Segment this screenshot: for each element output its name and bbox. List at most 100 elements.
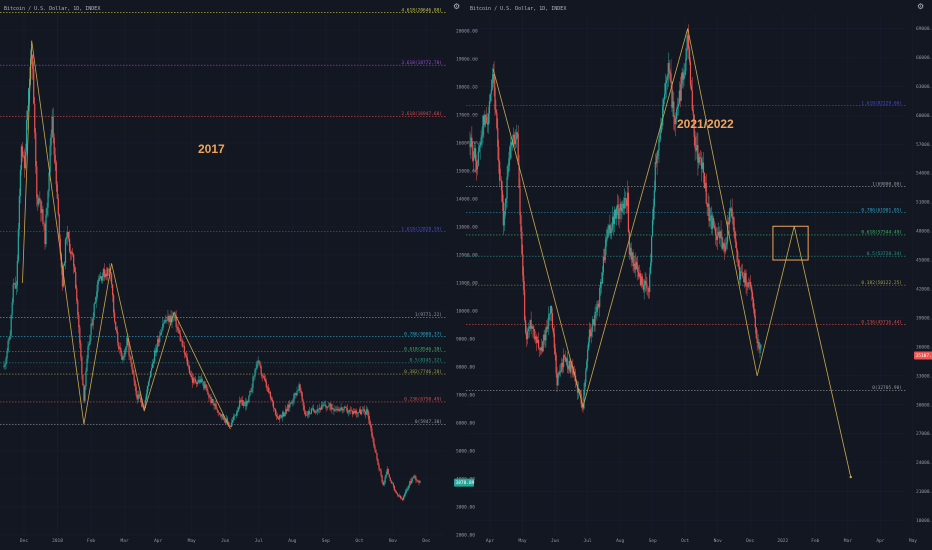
candle-body: [15, 285, 17, 289]
candle-body: [36, 166, 38, 198]
candle-body: [360, 411, 363, 415]
candle-body: [211, 399, 213, 403]
candle-body: [139, 397, 141, 399]
candle-body: [652, 206, 655, 220]
candle-body: [566, 358, 568, 367]
candle-body: [624, 198, 626, 209]
candle-body: [386, 469, 388, 475]
candle-body: [629, 247, 631, 255]
candle-body: [525, 332, 528, 340]
candle-body: [230, 422, 233, 427]
candle-body: [245, 401, 247, 407]
x-tick-label: Nov: [714, 538, 722, 544]
candle-body: [325, 404, 327, 407]
candle-body: [617, 204, 619, 219]
candle-body: [262, 376, 264, 377]
candle-body: [49, 145, 51, 173]
candle-body: [101, 276, 103, 281]
y-tick-label: 18000.00: [456, 84, 478, 90]
candle-body: [676, 106, 679, 110]
fib-level-label: 1.618(82129.66): [861, 100, 902, 106]
left-chart-title: Bitcoin / U.S. Dollar, 1D, INDEX: [4, 6, 101, 12]
candle-body: [363, 409, 365, 411]
candle-body: [65, 237, 68, 240]
price-badge-label: 3870.89: [456, 480, 475, 486]
candle-body: [181, 340, 183, 347]
candle-body: [416, 480, 418, 481]
candle-body: [256, 361, 258, 369]
y-tick-label: 20000.00: [456, 28, 478, 34]
candle-body: [304, 411, 306, 416]
candle-body: [637, 264, 639, 272]
candle-body: [316, 409, 319, 412]
candle-body: [108, 268, 111, 273]
candle-body: [286, 409, 288, 411]
candle-body: [748, 282, 750, 284]
candle-body: [58, 214, 60, 239]
candle-body: [389, 477, 391, 481]
candle-body: [268, 391, 270, 393]
candle-body: [178, 330, 180, 334]
candle-body: [615, 207, 617, 219]
candle-body: [166, 320, 168, 322]
candle-body: [222, 414, 224, 419]
candle-body: [216, 408, 218, 411]
candle-body: [354, 410, 357, 414]
fib-level-label: 0.236(45716.44): [861, 319, 902, 325]
candle-body: [134, 380, 136, 387]
candle-body: [539, 348, 542, 351]
candle-body: [23, 155, 26, 169]
candle-body: [720, 231, 722, 238]
candle-body: [523, 275, 525, 291]
candle-body: [27, 88, 30, 112]
candle-body: [689, 61, 692, 86]
candle-body: [548, 314, 550, 327]
candle-body: [385, 474, 387, 477]
candle-body: [234, 415, 237, 416]
candle-body: [710, 215, 712, 218]
candle-body: [597, 303, 599, 307]
candle-body: [164, 320, 166, 324]
y-tick-label: 54000.00: [916, 171, 932, 177]
candle-body: [543, 334, 545, 341]
price-badge-label: 35107.70: [916, 353, 932, 359]
candle-body: [390, 480, 392, 484]
candle-body: [251, 388, 253, 392]
candle-body: [220, 415, 222, 417]
candle-body: [120, 347, 122, 353]
candle-body: [182, 346, 184, 347]
candle-body: [92, 316, 94, 326]
candle-body: [626, 192, 629, 206]
settings-icon-right[interactable]: ⚙: [917, 2, 925, 11]
candle-body: [495, 110, 497, 113]
candle-body: [290, 402, 292, 404]
candle-body: [612, 216, 614, 228]
candle-body: [712, 218, 714, 229]
candle-body: [603, 256, 605, 261]
candle-body: [737, 251, 739, 261]
candle-body: [692, 110, 694, 115]
candle-body: [282, 412, 284, 418]
candle-body: [205, 384, 207, 389]
candle-body: [309, 413, 311, 415]
candle-body: [295, 393, 297, 396]
candle-body: [219, 412, 221, 416]
candle-body: [311, 408, 314, 410]
candle-body: [391, 482, 393, 484]
candle-body: [196, 382, 198, 385]
candle-body: [6, 351, 8, 359]
candle-body: [326, 406, 328, 408]
candle-body: [274, 408, 277, 415]
settings-icon[interactable]: ⚙: [453, 2, 461, 11]
candle-body: [643, 285, 645, 290]
candle-body: [313, 410, 316, 413]
candle-body: [667, 62, 669, 77]
candle-body: [647, 287, 649, 289]
candle-body: [59, 238, 61, 254]
candle-body: [114, 312, 116, 322]
candle-body: [337, 408, 339, 411]
candle-body: [470, 137, 472, 147]
candle-body: [475, 160, 478, 170]
candle-body: [713, 225, 716, 229]
candle-body: [8, 339, 10, 341]
